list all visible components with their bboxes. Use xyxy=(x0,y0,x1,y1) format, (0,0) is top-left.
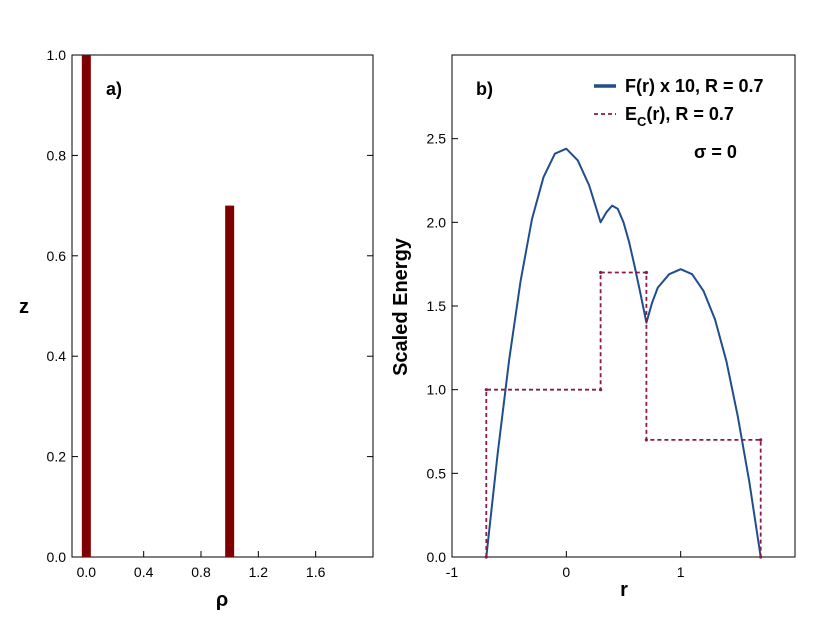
legend-label-ec-sub: C xyxy=(637,114,647,129)
x-axis-title-a: ρ xyxy=(216,589,228,611)
y-tick-label: 0.8 xyxy=(47,147,67,163)
x-tick-label: 0.8 xyxy=(191,564,211,580)
y-axis-ticks-b: 0.0 0.5 1.0 1.5 2.0 2.5 xyxy=(427,131,458,565)
plot-frame-b xyxy=(451,54,796,558)
legend-label-ec: EC(r), R = 0.7 xyxy=(625,104,734,129)
y-tick-label: 0.0 xyxy=(47,549,67,565)
x-tick-label: 1 xyxy=(677,564,685,580)
x-axis-title-b: r xyxy=(620,579,628,601)
series-point-ec xyxy=(599,270,603,275)
y-axis-title-b: Scaled Energy xyxy=(390,237,412,376)
x-tick-label: 0 xyxy=(562,564,570,580)
sigma-annotation: σ = 0 xyxy=(694,142,737,162)
series-point-ec xyxy=(759,438,763,442)
bar xyxy=(81,55,91,557)
y-tick-label: 0.5 xyxy=(427,465,447,481)
x-tick-label: 1.2 xyxy=(249,564,269,580)
legend-label-ec-rest: (r), R = 0.7 xyxy=(646,104,734,124)
series-point-ec xyxy=(644,438,648,442)
y-tick-label: 1.0 xyxy=(47,47,67,63)
panel-label-b: b) xyxy=(476,79,493,99)
plot-frame-a xyxy=(71,54,374,558)
y-tick-label: 0.6 xyxy=(47,248,67,264)
y-tick-label: 1.5 xyxy=(427,298,447,314)
legend-b: F(r) x 10, R = 0.7 EC(r), R = 0.7 xyxy=(594,76,764,129)
x-tick-label: -1 xyxy=(446,564,459,580)
series-line-f xyxy=(485,147,762,558)
x-axis-ticks-a: 0.0 0.4 0.8 1.2 1.6 xyxy=(77,551,326,580)
x-tick-label: 0.0 xyxy=(77,564,97,580)
bars-a xyxy=(81,55,235,557)
y-tick-label: 2.0 xyxy=(427,214,447,230)
legend-label-f: F(r) x 10, R = 0.7 xyxy=(625,76,764,96)
y-axis-title-a: z xyxy=(19,296,29,318)
lines-b xyxy=(484,147,763,559)
x-tick-label: 1.6 xyxy=(306,564,326,580)
series-point-ec xyxy=(484,388,488,392)
y-tick-label: 0.4 xyxy=(47,348,67,364)
panel-a: 0.0 0.4 0.8 1.2 1.6 0.00.20.40.60.81.0 a) ρ … xyxy=(19,47,374,611)
series-point-ec xyxy=(599,388,603,392)
y-tick-label: 2.5 xyxy=(427,131,447,147)
series-point-ec xyxy=(644,270,648,275)
legend-label-ec-base: E xyxy=(625,104,637,124)
series-point-ec xyxy=(759,555,763,559)
y-tick-label: 0.0 xyxy=(427,549,447,565)
series-point-ec xyxy=(484,555,488,559)
panel-label-a: a) xyxy=(106,79,122,99)
bar xyxy=(225,205,235,557)
y-tick-label: 1.0 xyxy=(427,382,447,398)
y-axis-ticks-a: 0.0 0.2 0.4 0.6 0.8 1.0 xyxy=(47,47,373,565)
series-line-ec xyxy=(485,271,762,557)
x-axis-ticks-b: -1 0 1 xyxy=(446,551,685,580)
x-tick-label: 0.4 xyxy=(134,564,154,580)
panel-b: -1 0 1 0.0 0.5 1.0 1.5 2.0 2.5 b) r Scaled Ener… xyxy=(390,54,796,601)
y-tick-label: 0.2 xyxy=(47,449,67,465)
